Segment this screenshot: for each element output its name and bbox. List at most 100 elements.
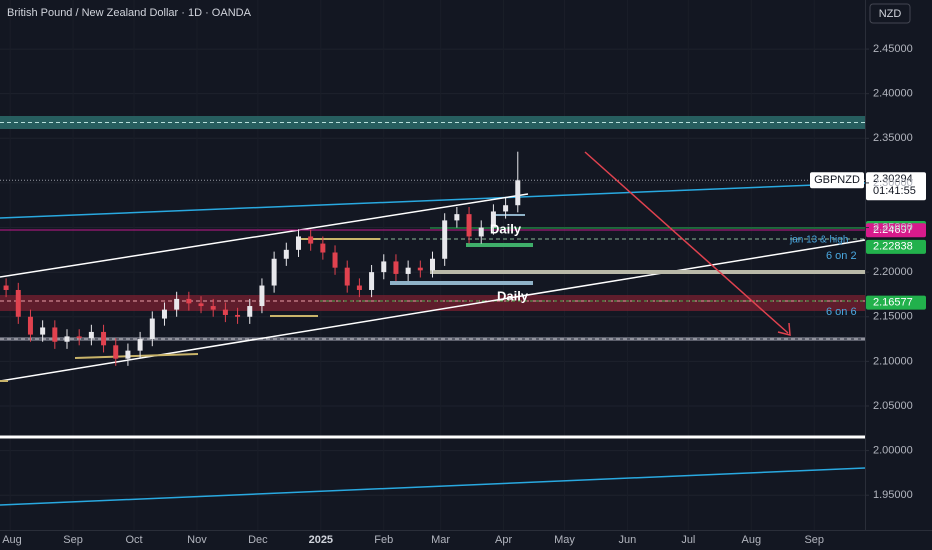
last-price-label: 2.30294 bbox=[873, 173, 913, 185]
candle-body bbox=[356, 285, 362, 290]
x-tick-label: Dec bbox=[248, 534, 268, 546]
y-tick-label: 2.30000 bbox=[873, 177, 913, 189]
candle-body bbox=[259, 285, 265, 307]
x-tick-label: Apr bbox=[495, 534, 512, 546]
candle-body bbox=[222, 309, 228, 315]
channel-top bbox=[0, 193, 529, 278]
level-box bbox=[390, 281, 533, 285]
candle-body bbox=[15, 289, 21, 317]
trend-line bbox=[0, 467, 866, 506]
annotation: jan 13 & high bbox=[789, 235, 848, 246]
candle-body bbox=[186, 298, 192, 304]
candle-body bbox=[52, 327, 58, 342]
price-label-box bbox=[866, 223, 926, 238]
candle-body bbox=[101, 331, 107, 346]
candle-body bbox=[283, 249, 289, 259]
candle-body bbox=[466, 214, 472, 237]
candle-body bbox=[247, 306, 253, 317]
x-tick-label: Feb bbox=[374, 534, 393, 546]
candle-body bbox=[40, 327, 46, 335]
x-tick-label: Aug bbox=[2, 534, 22, 546]
price-label-box bbox=[866, 295, 926, 310]
candle-body bbox=[332, 252, 338, 268]
candle-body bbox=[478, 227, 484, 237]
candle-body bbox=[490, 211, 496, 228]
arrow-head bbox=[777, 322, 791, 336]
y-tick-label: 2.40000 bbox=[873, 88, 913, 100]
candle-body bbox=[417, 267, 423, 271]
y-tick-label: 2.15000 bbox=[873, 311, 913, 323]
currency-label: NZD bbox=[879, 8, 902, 20]
candle-body bbox=[405, 267, 411, 274]
arrow bbox=[584, 151, 789, 334]
candle-body bbox=[64, 336, 70, 342]
x-tick-label: Nov bbox=[187, 534, 207, 546]
support-zone bbox=[0, 295, 865, 311]
price-label-box bbox=[866, 239, 926, 254]
candle-body bbox=[393, 261, 399, 274]
drawings bbox=[0, 116, 866, 506]
y-tick-label: 2.05000 bbox=[873, 400, 913, 412]
price-label: 2.16577 bbox=[873, 297, 913, 309]
candle-body bbox=[235, 314, 241, 317]
annotation: 6 on 6 bbox=[826, 306, 857, 318]
y-tick-label: 2.10000 bbox=[873, 355, 913, 367]
symbol-box bbox=[810, 172, 864, 189]
y-tick-label: 2.45000 bbox=[873, 43, 913, 55]
candle-body bbox=[125, 350, 131, 359]
chart-title: British Pound / New Zealand Dollar · 1D … bbox=[7, 7, 252, 19]
x-tick-label: May bbox=[554, 534, 575, 546]
candle-body bbox=[430, 258, 435, 271]
level-box bbox=[430, 270, 865, 274]
y-tick-label: 2.35000 bbox=[873, 132, 913, 144]
candle-body bbox=[76, 336, 82, 339]
x-tick-label: Sep bbox=[63, 534, 83, 546]
candle-body bbox=[198, 303, 204, 307]
candle-body bbox=[344, 267, 350, 286]
trend-line bbox=[0, 182, 866, 219]
x-tick-label: Jun bbox=[619, 534, 637, 546]
candle-body bbox=[3, 285, 9, 290]
candle-body bbox=[137, 339, 143, 351]
level-box bbox=[466, 243, 533, 247]
candle-body bbox=[295, 236, 301, 250]
x-tick-label: Aug bbox=[742, 534, 762, 546]
price-label: 2.24697 bbox=[873, 224, 913, 236]
y-tick-label: 2.25000 bbox=[873, 221, 913, 233]
candle-body bbox=[27, 316, 33, 335]
x-tick-label: 2025 bbox=[309, 534, 333, 546]
level-line bbox=[74, 353, 199, 359]
candle-body bbox=[88, 331, 94, 339]
candle-body bbox=[381, 261, 387, 273]
candle-body bbox=[149, 318, 155, 340]
currency-button[interactable] bbox=[869, 3, 911, 24]
candle-body bbox=[515, 180, 521, 206]
y-tick-label: 2.20000 bbox=[873, 266, 913, 278]
candles bbox=[3, 151, 521, 366]
overlay: Daily Daily 6 on 2 6 on 6 jan 13 & high GBPNZ… bbox=[0, 172, 926, 318]
candle-body bbox=[174, 298, 180, 310]
candle-body bbox=[113, 345, 119, 359]
channel-bottom bbox=[0, 239, 866, 382]
candle-body bbox=[308, 236, 314, 244]
x-tick-label: Mar bbox=[431, 534, 450, 546]
candle-body bbox=[320, 243, 326, 253]
candle-body bbox=[369, 272, 375, 290]
gray-zone bbox=[0, 337, 865, 341]
annotation: Daily bbox=[497, 288, 529, 303]
x-tick-label: Sep bbox=[804, 534, 824, 546]
candle-body bbox=[503, 205, 509, 212]
x-tick-label: Jul bbox=[681, 534, 695, 546]
last-price-box bbox=[866, 172, 926, 201]
annotation: Daily bbox=[490, 221, 522, 236]
resistance-zone bbox=[0, 116, 865, 129]
candle-body bbox=[454, 214, 460, 221]
candle-body bbox=[210, 306, 216, 310]
candle-body bbox=[271, 258, 277, 286]
candle-body bbox=[161, 309, 167, 319]
countdown-label: 01:41:55 bbox=[873, 185, 916, 197]
x-tick-label: Oct bbox=[125, 534, 142, 546]
